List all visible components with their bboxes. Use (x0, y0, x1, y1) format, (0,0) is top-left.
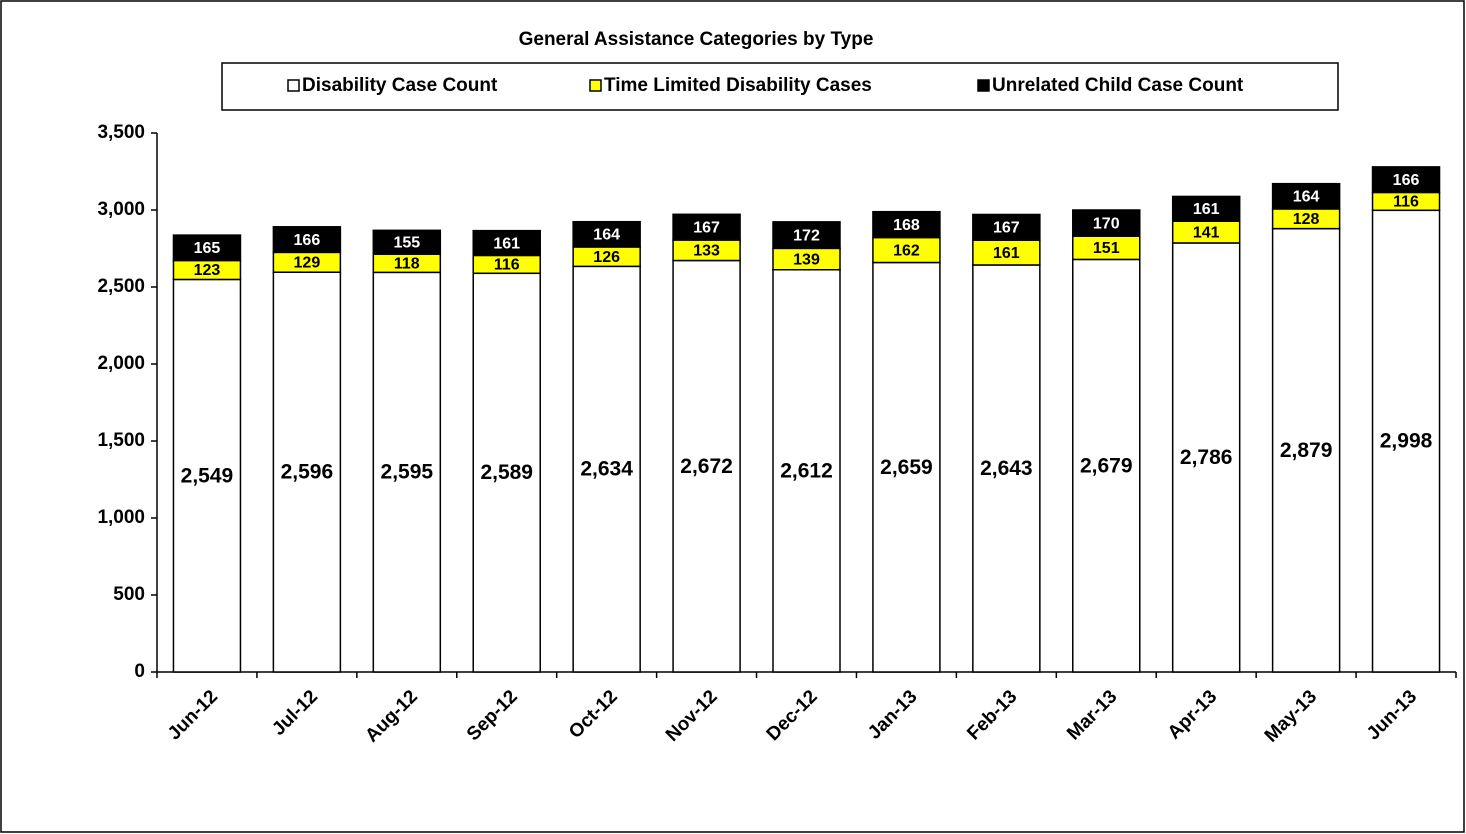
bar-segment (272, 271, 342, 673)
data-label: 2,879 (1280, 439, 1333, 462)
data-label: 161 (993, 245, 1020, 262)
bar-segment (1271, 182, 1341, 210)
bar-segment (872, 210, 941, 239)
legend-label: Disability Case Count (302, 75, 498, 96)
data-label: 139 (793, 251, 820, 268)
data-label: 166 (294, 232, 321, 249)
data-label: 123 (194, 262, 221, 279)
bar-segment (572, 265, 641, 673)
bar-segment (1171, 242, 1241, 673)
data-label: 161 (1193, 201, 1220, 218)
legend-label: Time Limited Disability Cases (604, 75, 872, 96)
legend-swatch (977, 79, 990, 92)
data-label: 118 (394, 256, 420, 273)
bar-segment (372, 271, 442, 673)
legend-label: Unrelated Child Case Count (992, 75, 1244, 96)
data-label: 133 (693, 242, 720, 259)
data-label: 162 (893, 242, 920, 259)
data-label: 168 (893, 217, 920, 234)
data-label: 165 (194, 240, 221, 257)
bar-segment (672, 213, 741, 241)
data-label: 2,786 (1180, 446, 1233, 469)
data-label: 2,595 (381, 461, 434, 484)
legend-box (221, 62, 1339, 111)
data-label: 155 (393, 234, 420, 251)
data-label: 166 (1393, 172, 1420, 189)
y-tick-label: 2,000 (97, 353, 145, 374)
data-label: 2,998 (1380, 430, 1433, 453)
bar-segment (472, 272, 541, 673)
bar-segment (1072, 258, 1141, 673)
bar-segment (772, 221, 841, 250)
legend-swatch (287, 79, 300, 92)
data-label: 2,679 (1080, 454, 1133, 477)
data-label: 161 (493, 235, 520, 252)
bar-segment (472, 229, 541, 257)
y-tick-label: 500 (113, 584, 145, 605)
data-label: 2,643 (980, 457, 1033, 480)
y-tick-label: 3,500 (97, 122, 145, 143)
data-label: 167 (693, 219, 720, 236)
bar-segment (972, 213, 1041, 241)
y-tick-label: 2,500 (97, 276, 145, 297)
data-label: 164 (1293, 189, 1320, 206)
bar-segment (172, 234, 242, 262)
chart-title: General Assistance Categories by Type (519, 29, 874, 50)
bar-segment (1171, 195, 1241, 222)
data-label: 141 (1193, 224, 1220, 241)
data-label: 126 (593, 249, 620, 266)
data-label: 128 (1293, 211, 1320, 228)
data-label: 2,549 (181, 464, 234, 487)
data-label: 116 (1393, 194, 1419, 211)
data-label: 2,612 (780, 459, 833, 482)
bar-segment (1371, 166, 1441, 194)
bar-segment (1271, 227, 1341, 673)
legend-swatch (589, 79, 602, 92)
data-label: 2,672 (680, 455, 733, 478)
bar-segment (372, 229, 442, 255)
data-label: 116 (494, 257, 520, 274)
y-tick-label: 1,000 (97, 507, 145, 528)
y-tick-label: 3,000 (97, 199, 145, 220)
data-label: 2,596 (281, 461, 334, 484)
data-label: 151 (1093, 240, 1120, 257)
data-label: 2,659 (880, 456, 933, 479)
bar-segment (572, 220, 641, 248)
data-label: 2,589 (480, 461, 533, 484)
bar-segment (1371, 209, 1441, 673)
bar-segment (672, 259, 741, 673)
bar-segment (272, 226, 342, 254)
data-label: 129 (294, 255, 321, 272)
y-tick-label: 1,500 (97, 430, 145, 451)
data-label: 170 (1093, 215, 1120, 232)
y-tick-label: 0 (134, 661, 145, 682)
data-label: 164 (593, 227, 620, 244)
data-label: 167 (993, 220, 1020, 237)
data-label: 172 (793, 227, 820, 244)
data-label: 2,634 (580, 458, 633, 481)
bar-segment (972, 264, 1041, 673)
bar-segment (1072, 209, 1141, 237)
